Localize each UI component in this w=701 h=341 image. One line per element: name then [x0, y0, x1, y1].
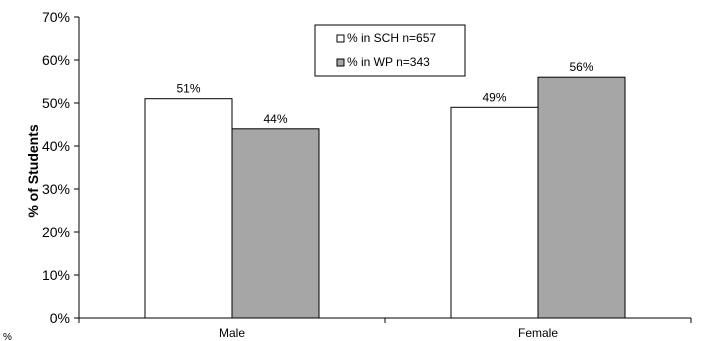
y-tick-label: 70% [42, 9, 70, 25]
bar-data-label: 44% [263, 112, 287, 126]
bar [144, 98, 233, 319]
bar-data-label: 49% [482, 90, 506, 104]
legend: % in SCH n=657 % in WP n=343 [314, 24, 466, 77]
bar-data-label: 56% [569, 60, 593, 74]
x-category-label: Female [518, 326, 558, 340]
x-category-label: Male [219, 326, 245, 340]
y-tick-label: 30% [42, 181, 70, 197]
y-axis-title: % of Students [25, 124, 41, 218]
y-tick-label: 60% [42, 52, 70, 68]
legend-swatch-sch [336, 34, 345, 43]
y-tick-label: 40% [42, 138, 70, 154]
y-axis: 0% 10% 20% 30% 40% 50% 60% 70% [42, 9, 80, 326]
y-tick-label: 50% [42, 95, 70, 111]
legend-box [314, 24, 466, 77]
y-tick-label: 20% [42, 224, 70, 240]
x-axis: Male Female [78, 317, 692, 340]
bar [450, 106, 539, 319]
legend-label-wp: % in WP n=343 [347, 55, 430, 69]
legend-swatch-wp [336, 58, 345, 67]
y-tick-label: 0% [50, 310, 70, 326]
bar [537, 76, 626, 319]
stray-percent-label: % [3, 332, 12, 341]
data-labels: 51% 44% 49% 56% [176, 60, 593, 126]
bars [144, 76, 626, 319]
bar-data-label: 51% [176, 82, 200, 96]
y-tick-label: 10% [42, 267, 70, 283]
bar [231, 128, 320, 319]
legend-label-sch: % in SCH n=657 [347, 31, 436, 45]
